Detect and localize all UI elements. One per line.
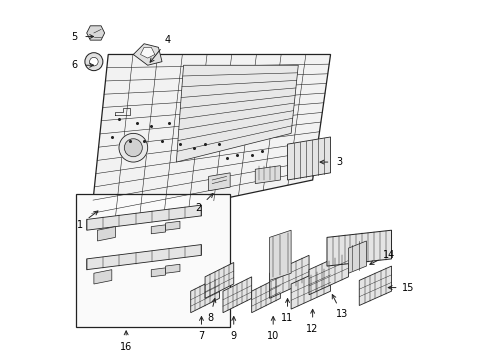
Polygon shape bbox=[151, 268, 165, 277]
Polygon shape bbox=[140, 47, 155, 58]
Text: 4: 4 bbox=[164, 35, 170, 45]
Text: 12: 12 bbox=[306, 324, 318, 334]
Polygon shape bbox=[204, 262, 233, 298]
Text: 7: 7 bbox=[198, 331, 204, 341]
Polygon shape bbox=[326, 230, 391, 266]
Bar bbox=[76, 194, 230, 327]
Polygon shape bbox=[251, 277, 280, 313]
Text: 6: 6 bbox=[71, 60, 77, 70]
Polygon shape bbox=[97, 226, 115, 241]
Polygon shape bbox=[348, 241, 366, 273]
Polygon shape bbox=[86, 244, 201, 270]
Polygon shape bbox=[255, 166, 280, 184]
Polygon shape bbox=[176, 65, 298, 162]
Polygon shape bbox=[90, 54, 330, 226]
Polygon shape bbox=[208, 173, 230, 191]
Polygon shape bbox=[86, 205, 201, 230]
Polygon shape bbox=[269, 230, 290, 280]
Text: 8: 8 bbox=[206, 313, 213, 323]
Polygon shape bbox=[287, 137, 330, 180]
Polygon shape bbox=[165, 264, 180, 273]
Polygon shape bbox=[269, 255, 308, 298]
Polygon shape bbox=[133, 44, 162, 65]
Text: 14: 14 bbox=[382, 250, 394, 260]
Text: 10: 10 bbox=[266, 331, 279, 341]
Text: 16: 16 bbox=[120, 342, 132, 352]
Circle shape bbox=[124, 139, 142, 157]
Text: 13: 13 bbox=[335, 309, 347, 319]
Polygon shape bbox=[190, 277, 219, 313]
Polygon shape bbox=[223, 277, 251, 313]
Text: 15: 15 bbox=[401, 283, 413, 293]
Text: 2: 2 bbox=[195, 203, 202, 213]
Polygon shape bbox=[94, 270, 112, 284]
Text: 5: 5 bbox=[71, 32, 77, 41]
Polygon shape bbox=[86, 26, 104, 40]
Polygon shape bbox=[151, 225, 165, 234]
Circle shape bbox=[119, 134, 147, 162]
Text: 3: 3 bbox=[336, 157, 342, 167]
Polygon shape bbox=[290, 266, 330, 309]
Polygon shape bbox=[165, 221, 180, 230]
Text: 1: 1 bbox=[76, 220, 82, 230]
Text: 11: 11 bbox=[281, 313, 293, 323]
Polygon shape bbox=[359, 266, 391, 306]
Polygon shape bbox=[308, 252, 348, 295]
Circle shape bbox=[85, 53, 102, 71]
Circle shape bbox=[89, 57, 98, 66]
Text: 9: 9 bbox=[230, 331, 236, 341]
